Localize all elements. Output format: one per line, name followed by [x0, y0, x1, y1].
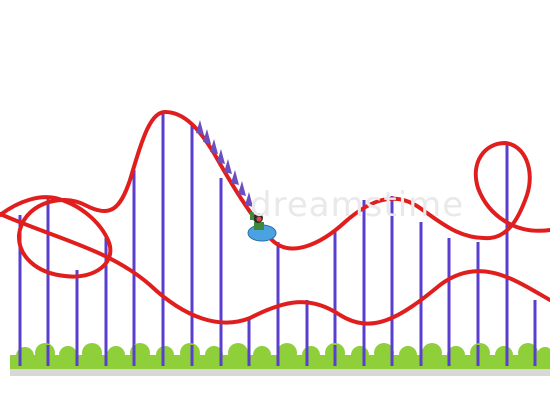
support-bases: [18, 345, 537, 366]
bush: [107, 346, 125, 364]
spike: [217, 149, 225, 164]
bush: [180, 343, 200, 363]
bush: [302, 346, 320, 364]
coaster-car: [247, 212, 277, 242]
bush: [253, 346, 271, 364]
main-track: [0, 109, 550, 279]
track-spikes: [196, 120, 253, 207]
ground-shadow: [10, 366, 550, 376]
bush: [277, 343, 297, 363]
bush: [35, 343, 55, 363]
bush: [422, 343, 442, 363]
bushes: [10, 343, 550, 369]
support-columns: [18, 113, 537, 362]
rider-arm: [250, 212, 254, 220]
bush: [82, 343, 102, 363]
bush: [537, 347, 550, 363]
spike: [231, 170, 239, 185]
rider-face: [256, 216, 262, 222]
watermark: dreamstime: [250, 185, 465, 225]
spike: [196, 120, 204, 135]
bush: [205, 346, 223, 364]
bush: [447, 346, 465, 364]
spike: [238, 181, 246, 196]
spike: [203, 129, 211, 144]
bush: [399, 346, 417, 364]
spike: [210, 139, 218, 154]
bush: [351, 346, 369, 364]
bush: [470, 343, 490, 363]
lower-track: [0, 212, 550, 326]
spike: [224, 159, 232, 174]
bush: [228, 343, 248, 363]
bush: [59, 346, 77, 364]
spike: [245, 192, 253, 207]
bush: [495, 346, 513, 364]
bush: [156, 346, 174, 364]
bush: [374, 343, 394, 363]
car-seat: [254, 222, 264, 230]
bush: [518, 343, 538, 363]
